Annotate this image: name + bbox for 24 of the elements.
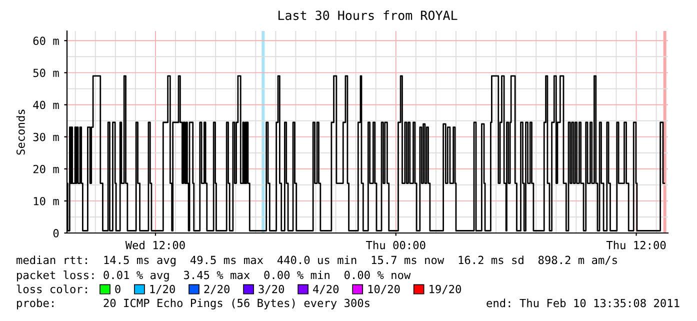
legend-title: loss color:: [16, 284, 87, 294]
y-tick-label: 30 m: [33, 132, 59, 142]
chart-title: Last 30 Hours from ROYAL: [278, 10, 458, 20]
x-tick-label: Thu 00:00: [366, 240, 426, 250]
legend-label: 3/20: [258, 284, 284, 294]
text: end: Thu Feb 10 13:35:08 2011: [486, 298, 680, 308]
y-tick-label: 20 m: [33, 164, 59, 174]
y-axis-title: Seconds: [16, 110, 25, 155]
legend-label: 19/20: [430, 284, 461, 294]
y-tick-label: 60 m: [33, 36, 59, 46]
legend-label: 2/20: [204, 284, 230, 294]
x-tick-label: Thu 12:00: [606, 240, 666, 250]
legend-label: 10/20: [368, 284, 400, 294]
text: median rtt: 14.5 ms avg 49.5 ms max 440.0 us min 15.7 ms now 16.2 ms sd 898.2 m am/s: [16, 256, 617, 266]
y-tick-label: 40 m: [33, 100, 59, 110]
legend-label: 0: [115, 284, 120, 294]
x-tick-label: Wed 12:00: [125, 240, 185, 250]
y-tick-label: 0: [53, 229, 59, 238]
text: packet loss: 0.01 % avg 3.45 % max 0.00 % min 0.00 % now: [17, 270, 411, 282]
legend-label: 4/20: [313, 284, 339, 294]
y-tick-label: 50 m: [33, 68, 59, 78]
legend-label: 1/20: [150, 284, 175, 294]
text: probe: 20 ICMP Echo Pings (56 Bytes) every 300s: [17, 298, 370, 310]
y-tick-label: 10 m: [34, 196, 59, 206]
